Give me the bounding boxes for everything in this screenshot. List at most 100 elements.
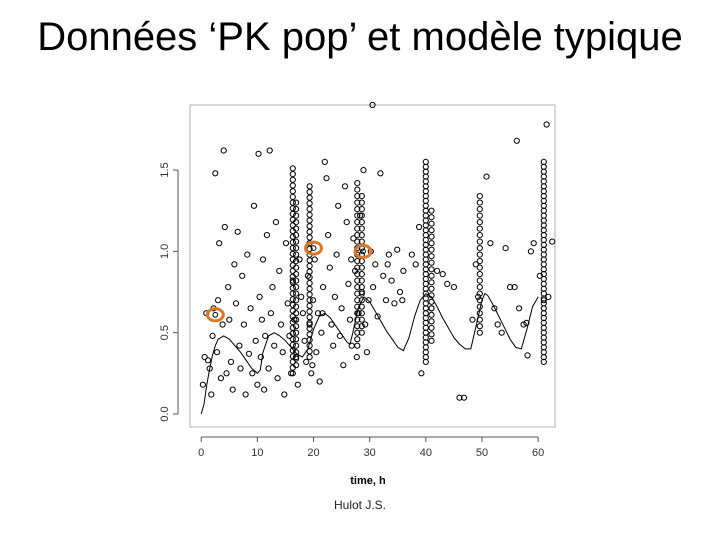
data-point <box>289 176 296 183</box>
data-point <box>306 234 313 241</box>
data-point <box>308 370 315 377</box>
data-point <box>256 293 263 300</box>
data-point <box>476 225 483 232</box>
data-point <box>385 251 392 258</box>
data-point <box>255 150 262 157</box>
data-point <box>354 316 361 323</box>
data-point <box>350 235 357 242</box>
data-point <box>358 232 365 239</box>
data-point <box>388 277 395 284</box>
data-point <box>293 245 300 252</box>
scatter-plot: 0.0 0.5 1.0 1.5 0 10 20 30 40 50 60 time, h <box>150 100 570 490</box>
data-point <box>306 302 313 309</box>
data-point <box>306 325 313 332</box>
data-point <box>354 271 361 278</box>
data-point <box>358 212 365 219</box>
data-point <box>358 271 365 278</box>
data-point <box>276 267 283 274</box>
data-point <box>239 272 246 279</box>
data-point <box>289 324 296 331</box>
data-point <box>250 202 258 209</box>
data-point <box>476 264 483 271</box>
data-point <box>306 291 313 298</box>
highlighted-points <box>205 240 373 323</box>
data-point <box>223 370 230 377</box>
data-point <box>343 219 350 226</box>
data-point <box>428 259 435 266</box>
data-point <box>428 272 435 279</box>
data-point <box>358 329 365 336</box>
data-point <box>476 290 483 297</box>
data-point <box>491 305 498 312</box>
data-point <box>354 206 361 213</box>
data-point <box>208 391 215 398</box>
y-tick-label: 1.5 <box>159 162 171 177</box>
data-point <box>354 329 361 336</box>
data-point <box>428 207 435 214</box>
data-point <box>306 194 313 201</box>
data-point <box>294 381 301 388</box>
data-point <box>400 267 407 274</box>
data-point <box>540 297 547 304</box>
data-point <box>293 212 300 219</box>
data-point <box>335 202 342 209</box>
data-point <box>476 258 483 265</box>
data-point <box>313 349 320 356</box>
data-point <box>358 303 365 310</box>
data-point <box>318 329 325 336</box>
data-point <box>293 238 300 245</box>
data-point <box>227 358 235 365</box>
data-point <box>204 357 212 364</box>
data-point <box>303 358 310 365</box>
data-point <box>288 370 295 377</box>
data-point <box>306 188 313 196</box>
data-point <box>306 211 313 218</box>
typical-model-curve <box>200 292 539 415</box>
data-point <box>476 251 483 258</box>
data-point <box>422 158 429 166</box>
data-point <box>358 225 365 232</box>
y-tick-label: 0.0 <box>159 406 171 421</box>
data-point <box>476 232 483 239</box>
data-point <box>498 329 505 336</box>
data-point <box>358 316 365 323</box>
data-point <box>354 219 361 226</box>
data-point <box>199 381 207 388</box>
data-point <box>372 261 379 268</box>
data-point <box>357 212 364 219</box>
data-point <box>306 257 313 264</box>
data-point <box>282 240 290 247</box>
data-point <box>391 300 398 307</box>
data-point <box>330 342 337 349</box>
data-point <box>272 219 280 226</box>
data-point <box>306 217 313 224</box>
data-point <box>348 256 355 263</box>
data-point <box>306 285 313 292</box>
data-point <box>360 167 367 174</box>
data-point <box>212 170 219 177</box>
data-point <box>216 240 223 247</box>
data-point <box>358 193 365 200</box>
data-point <box>358 219 365 226</box>
data-point <box>331 293 338 300</box>
data-point <box>354 336 361 343</box>
data-point <box>516 305 523 312</box>
data-point <box>358 264 365 271</box>
data-point <box>289 171 296 178</box>
data-point <box>346 316 354 323</box>
data-point <box>475 293 482 300</box>
data-point <box>494 321 501 328</box>
y-axis: 0.0 0.5 1.0 1.5 <box>159 162 179 422</box>
footer-author: Hulot J.S. <box>333 498 387 512</box>
data-point <box>309 362 316 369</box>
data-point <box>269 284 276 291</box>
data-point <box>293 316 300 323</box>
data-point <box>293 329 300 336</box>
data-point <box>311 256 318 263</box>
data-point <box>540 158 547 166</box>
data-point <box>325 232 332 239</box>
data-point <box>245 350 253 357</box>
data-point <box>428 331 435 338</box>
data-point <box>257 354 264 361</box>
x-axis-label: time, h <box>350 475 386 487</box>
